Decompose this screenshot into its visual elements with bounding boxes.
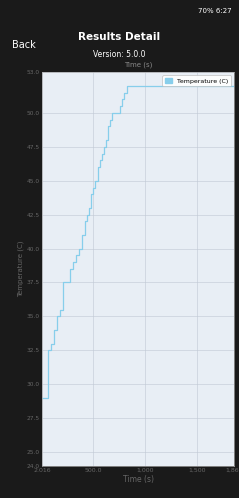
Text: Version: 5.0.0: Version: 5.0.0 (93, 50, 146, 59)
Y-axis label: Temperature (C): Temperature (C) (17, 241, 24, 297)
Legend: Temperature (C): Temperature (C) (162, 75, 231, 86)
Text: 70% 6:27: 70% 6:27 (198, 8, 232, 14)
Text: Time (s): Time (s) (124, 62, 152, 68)
Text: Results Detail: Results Detail (78, 32, 161, 42)
X-axis label: Time (s): Time (s) (123, 476, 153, 485)
Text: Back: Back (12, 40, 36, 50)
